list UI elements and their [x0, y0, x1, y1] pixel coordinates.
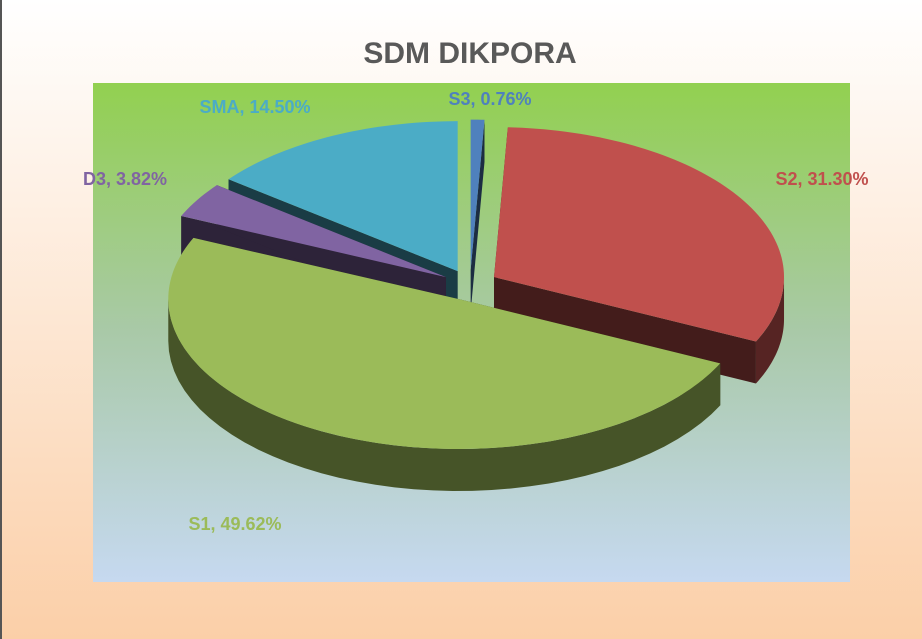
slice-top	[494, 127, 785, 342]
slice	[168, 237, 721, 491]
data-label: D3, 3.82%	[83, 169, 167, 189]
slice-side	[755, 277, 785, 384]
data-label: S1, 49.62%	[188, 514, 281, 534]
pie	[168, 119, 785, 491]
slice-top	[470, 119, 485, 270]
slice-top	[228, 121, 458, 272]
slice-top	[168, 237, 721, 449]
slice	[470, 119, 485, 312]
chart-title: SDM DIKPORA	[363, 37, 576, 70]
slice-top	[181, 185, 446, 278]
slice-wall	[470, 119, 485, 312]
data-label: S3, 0.76%	[448, 89, 531, 109]
data-label: S2, 31.30%	[775, 169, 868, 189]
data-label: SMA, 14.50%	[199, 97, 310, 117]
slice-side	[168, 298, 721, 491]
